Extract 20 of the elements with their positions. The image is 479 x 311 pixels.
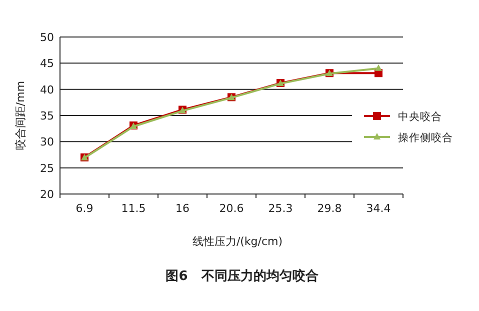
x-tick-label: 11.5 — [121, 202, 146, 215]
y-tick-label: 50 — [40, 31, 54, 44]
y-axis-title: 咬合间距/mm — [14, 80, 27, 150]
point — [375, 64, 382, 71]
y-tick-label: 35 — [40, 110, 54, 122]
x-tick-label: 34.4 — [366, 202, 391, 215]
legend-label: 中央咬合 — [398, 110, 442, 123]
text: 图6 不同压力的均匀咬合 — [166, 268, 318, 284]
x-tick-label: 20.6 — [219, 202, 244, 215]
y-tick-label: 40 — [40, 83, 54, 96]
x-tick-label: 16 — [176, 202, 190, 215]
y-tick-label: 30 — [40, 136, 54, 149]
legend-label: 操作侧咬合 — [398, 131, 453, 144]
y-tick-label: 20 — [40, 188, 54, 201]
y-tick-label: 25 — [40, 162, 54, 175]
y-tick-label: 45 — [40, 57, 54, 70]
x-axis-title: 线性压力/(kg/cm) — [192, 235, 283, 248]
x-tick-label: 6.9 — [76, 202, 94, 215]
x-tick-label: 29.8 — [317, 202, 342, 215]
x-tick-label: 25.3 — [268, 202, 293, 215]
